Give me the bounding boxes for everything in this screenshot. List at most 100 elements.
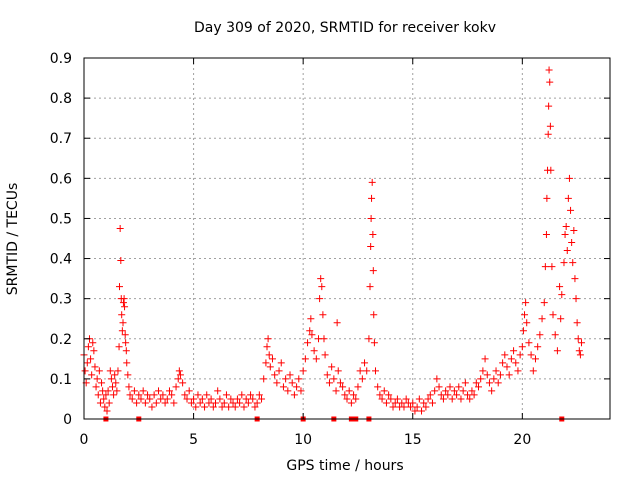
data-point bbox=[547, 166, 555, 174]
data-point bbox=[122, 347, 130, 355]
axis-ticks bbox=[83, 57, 610, 420]
data-point bbox=[393, 395, 401, 403]
data-point bbox=[125, 383, 133, 391]
data-point bbox=[264, 335, 272, 343]
data-point bbox=[119, 319, 127, 327]
data-point bbox=[159, 391, 167, 399]
data-point bbox=[111, 371, 119, 379]
data-point bbox=[212, 399, 219, 407]
data-point bbox=[553, 347, 561, 355]
data-point bbox=[263, 343, 271, 351]
data-point bbox=[106, 367, 114, 375]
data-point bbox=[370, 339, 378, 347]
data-point bbox=[501, 351, 509, 359]
data-point bbox=[490, 375, 498, 383]
data-point bbox=[576, 351, 584, 359]
data-point bbox=[485, 379, 493, 387]
data-point bbox=[361, 359, 369, 367]
data-point bbox=[284, 387, 292, 395]
data-point bbox=[218, 403, 226, 411]
data-point bbox=[424, 395, 432, 403]
data-point bbox=[341, 391, 349, 399]
data-point bbox=[557, 315, 565, 323]
data-point bbox=[128, 395, 136, 403]
data-point bbox=[242, 395, 250, 403]
data-point bbox=[216, 395, 224, 403]
data-point bbox=[316, 295, 324, 303]
data-point bbox=[117, 257, 125, 265]
x-tick-label: 15 bbox=[404, 432, 422, 448]
data-point bbox=[455, 383, 463, 391]
data-point bbox=[376, 391, 384, 399]
data-point bbox=[356, 367, 364, 375]
data-point bbox=[89, 339, 97, 347]
data-point bbox=[523, 319, 531, 327]
data-point bbox=[330, 375, 338, 383]
data-point bbox=[231, 403, 239, 411]
data-point bbox=[534, 343, 542, 351]
data-point bbox=[560, 259, 568, 267]
data-point bbox=[545, 102, 553, 110]
data-point bbox=[366, 283, 374, 291]
data-point bbox=[323, 371, 331, 379]
y-tick-labels: 0 0.1 0.2 0.3 0.4 0.5 0.6 0.7 0.8 0.9 bbox=[50, 51, 72, 428]
data-point bbox=[522, 299, 530, 307]
x-axis-label: GPS time / hours bbox=[286, 458, 403, 474]
data-point bbox=[545, 66, 553, 74]
data-point bbox=[101, 403, 109, 411]
data-point bbox=[304, 339, 312, 347]
data-point bbox=[312, 355, 320, 363]
data-point bbox=[273, 379, 281, 387]
data-point bbox=[295, 375, 303, 383]
data-point bbox=[121, 331, 129, 339]
y-tick-label: 0.3 bbox=[50, 292, 72, 308]
data-point bbox=[325, 379, 333, 387]
data-point bbox=[558, 291, 566, 299]
data-point bbox=[512, 359, 520, 367]
data-point bbox=[88, 371, 96, 379]
data-point bbox=[123, 359, 131, 367]
data-point bbox=[282, 375, 290, 383]
data-point bbox=[81, 367, 89, 375]
plot-frame bbox=[83, 57, 611, 420]
data-points bbox=[80, 66, 586, 415]
data-point bbox=[244, 399, 252, 407]
data-point bbox=[87, 355, 95, 363]
data-point bbox=[562, 222, 570, 230]
data-point bbox=[479, 367, 487, 375]
data-point bbox=[90, 347, 98, 355]
data-point bbox=[83, 359, 91, 367]
data-point bbox=[371, 367, 379, 375]
data-point bbox=[422, 403, 430, 411]
data-point bbox=[457, 395, 465, 403]
data-point bbox=[105, 399, 113, 407]
y-tick-label: 0.8 bbox=[50, 91, 72, 107]
data-point bbox=[444, 391, 452, 399]
data-point bbox=[190, 395, 198, 403]
data-point bbox=[229, 399, 237, 407]
data-point bbox=[103, 407, 111, 415]
data-point bbox=[251, 403, 259, 411]
data-point bbox=[561, 230, 569, 238]
data-point bbox=[124, 371, 132, 379]
data-point bbox=[347, 399, 355, 407]
data-point bbox=[494, 379, 502, 387]
data-point bbox=[144, 391, 152, 399]
data-point bbox=[121, 303, 129, 311]
data-point bbox=[363, 367, 371, 375]
data-point bbox=[207, 395, 215, 403]
data-point bbox=[492, 367, 500, 375]
data-point bbox=[293, 383, 301, 391]
data-point bbox=[91, 363, 99, 371]
data-point bbox=[370, 311, 378, 319]
data-point bbox=[297, 387, 305, 395]
data-point bbox=[108, 383, 116, 391]
data-point bbox=[402, 395, 410, 403]
data-point bbox=[578, 339, 586, 347]
data-point bbox=[549, 311, 557, 319]
data-point bbox=[209, 403, 217, 411]
data-point bbox=[529, 367, 537, 375]
data-point bbox=[540, 299, 548, 307]
data-point bbox=[176, 371, 184, 379]
